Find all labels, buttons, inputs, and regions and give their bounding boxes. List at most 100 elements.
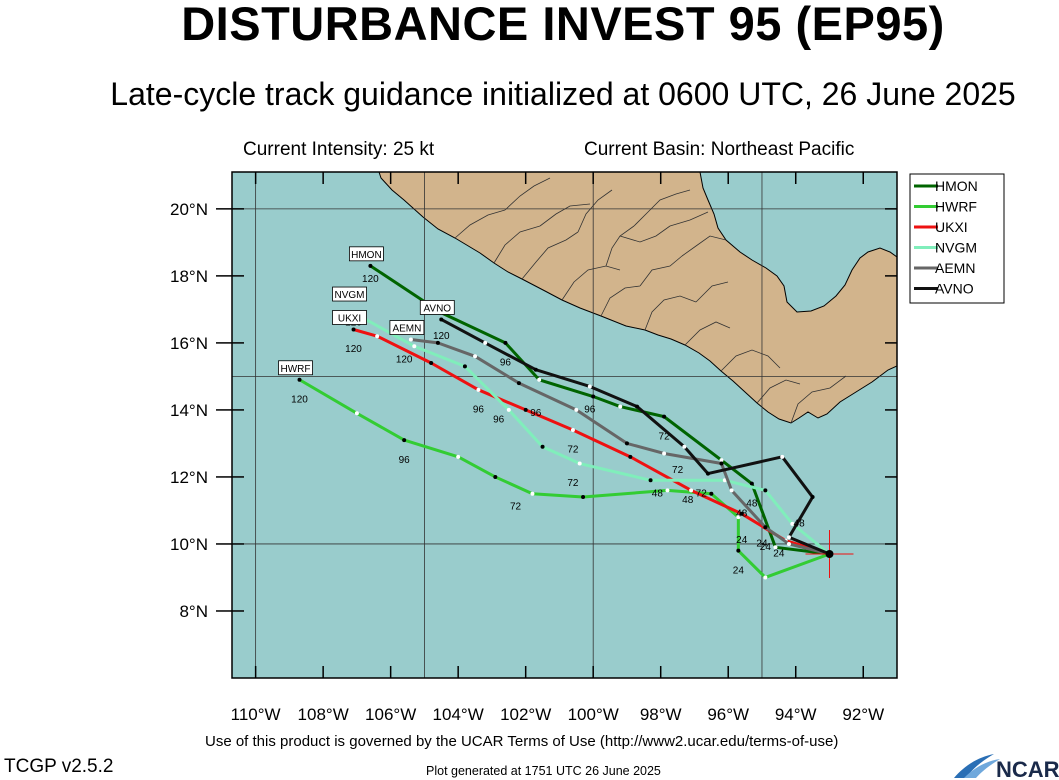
track-point [570,428,575,433]
x-tick-label: 110°W [231,705,281,724]
track-point [581,495,586,500]
track-point [665,488,670,493]
forecast-hour-label: 96 [493,415,505,426]
map-title: DISTURBANCE INVEST 95 (EP95) [181,0,945,50]
track-point [429,361,434,366]
track-point [763,525,768,530]
ncar-logo-text: NCAR [996,757,1059,780]
track-point [375,334,380,339]
track-point [719,458,724,463]
legend-label-nvgm: NVGM [935,240,977,256]
track-point [763,575,768,580]
forecast-hour-label: 24 [756,539,768,550]
track-point [682,444,687,449]
track-point [503,340,508,345]
track-point [412,344,417,349]
forecast-hour-label: 72 [510,502,522,513]
track-point [662,414,667,419]
track-point [577,461,582,466]
terms-of-use: Use of this product is governed by the U… [205,733,839,750]
track-point [368,263,373,268]
track-point [786,541,791,546]
track-point [537,377,542,382]
track-point [786,535,791,540]
track-point [574,407,579,412]
track-layer: 9672481202472961202448729612024487296120… [278,246,854,580]
model-tag-label: HWRF [281,364,311,375]
forecast-hour-label: 48 [682,495,694,506]
generated-time: Plot generated at 1751 UTC 26 June 2025 [426,764,661,778]
track-point [408,337,413,342]
model-tag-box [332,310,367,325]
track-point [402,438,407,443]
track-point [635,404,640,409]
model-tag-label: UKXI [338,313,361,324]
map-legend: HMON HWRF UKXI NVGM AEMN AVNO [909,173,1005,304]
x-tick-label: 98°W [640,705,682,724]
track-point [530,491,535,496]
track-point [648,478,653,483]
track-point [351,327,356,332]
forecast-hour-label: 72 [672,465,684,476]
x-tick-label: 102°W [500,705,551,724]
legend-label-ukxi: UKXI [935,219,968,235]
forecast-hour-label: 72 [696,488,708,499]
forecast-hour-label: 48 [746,498,758,509]
forecast-hour-label: 96 [500,358,512,369]
y-tick-label: 20°N [170,200,208,219]
track-point [662,451,667,456]
track-point [719,461,724,466]
land-layer [378,172,897,424]
track-point [473,354,478,359]
current-basin: Current Basin: Northeast Pacific [584,139,855,160]
forecast-hour-label: 120 [433,331,450,342]
version-label: TCGP v2.5.2 [4,756,114,777]
forecast-hour-label: 120 [362,274,379,285]
model-tag-box [349,246,384,262]
y-tick-label: 12°N [170,468,208,487]
model-tag-box [332,286,367,302]
forecast-hour-label: 72 [567,445,579,456]
legend-label-hwrf: HWRF [935,199,977,215]
forecast-hour-label: 48 [736,508,748,519]
forecast-hour-label: 72 [567,478,579,489]
track-point [456,454,461,459]
track-point [462,364,467,369]
x-tick-label: 108°W [298,705,349,724]
forecast-hour-label: 96 [399,455,411,466]
track-point [587,384,592,389]
x-tick-label: 104°W [433,705,484,724]
forecast-hour-label: 120 [291,394,308,405]
y-tick-label: 14°N [170,401,208,420]
track-point [790,521,795,526]
forecast-hour-label: 24 [760,542,772,553]
model-tag-label: AVNO [423,303,451,314]
forecast-hour-label: 24 [736,535,748,546]
track-point [628,454,633,459]
forecast-hour-label: 120 [345,344,362,355]
y-tick-label: 8°N [179,602,208,621]
track-point [591,394,596,399]
track-point [773,545,778,550]
y-tick-label: 16°N [170,334,208,353]
forecast-hour-label: 96 [584,405,596,416]
track-point [618,404,623,409]
forecast-hour-label: 72 [659,431,671,442]
forecast-hour-label: 120 [396,354,413,365]
forecast-hour-label: 48 [652,488,664,499]
y-tick-label: 10°N [170,535,208,554]
track-point [354,411,359,416]
map-gridlines [232,172,897,678]
track-point [749,481,754,486]
track-point [506,407,511,412]
plot-frame [231,171,898,679]
model-tag-label: HMON [351,250,382,261]
track-point [705,471,710,476]
legend-label-avno: AVNO [935,281,974,297]
track-point [729,488,734,493]
x-tick-label: 100°W [568,705,619,724]
track-point [540,444,545,449]
track-point [709,491,714,496]
legend-box [909,173,1005,304]
